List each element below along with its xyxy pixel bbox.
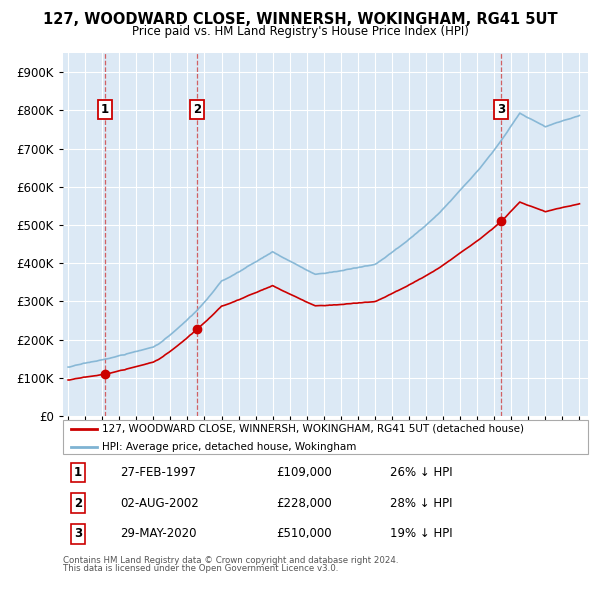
Text: Price paid vs. HM Land Registry's House Price Index (HPI): Price paid vs. HM Land Registry's House … bbox=[131, 25, 469, 38]
Text: 2: 2 bbox=[193, 103, 202, 116]
Text: 26% ↓ HPI: 26% ↓ HPI bbox=[390, 466, 452, 479]
Text: 02-AUG-2002: 02-AUG-2002 bbox=[120, 497, 199, 510]
Text: 29-MAY-2020: 29-MAY-2020 bbox=[120, 527, 197, 540]
Text: Contains HM Land Registry data © Crown copyright and database right 2024.: Contains HM Land Registry data © Crown c… bbox=[63, 556, 398, 565]
FancyBboxPatch shape bbox=[63, 420, 588, 454]
Text: HPI: Average price, detached house, Wokingham: HPI: Average price, detached house, Woki… bbox=[103, 442, 357, 452]
Text: 3: 3 bbox=[74, 527, 82, 540]
Text: 1: 1 bbox=[101, 103, 109, 116]
Text: 127, WOODWARD CLOSE, WINNERSH, WOKINGHAM, RG41 5UT: 127, WOODWARD CLOSE, WINNERSH, WOKINGHAM… bbox=[43, 12, 557, 27]
Text: £510,000: £510,000 bbox=[276, 527, 332, 540]
Text: This data is licensed under the Open Government Licence v3.0.: This data is licensed under the Open Gov… bbox=[63, 565, 338, 573]
Text: 127, WOODWARD CLOSE, WINNERSH, WOKINGHAM, RG41 5UT (detached house): 127, WOODWARD CLOSE, WINNERSH, WOKINGHAM… bbox=[103, 424, 524, 434]
Text: 3: 3 bbox=[497, 103, 505, 116]
Text: £228,000: £228,000 bbox=[276, 497, 332, 510]
Text: 27-FEB-1997: 27-FEB-1997 bbox=[120, 466, 196, 479]
Text: 28% ↓ HPI: 28% ↓ HPI bbox=[390, 497, 452, 510]
Text: 1: 1 bbox=[74, 466, 82, 479]
Text: £109,000: £109,000 bbox=[276, 466, 332, 479]
Text: 19% ↓ HPI: 19% ↓ HPI bbox=[390, 527, 452, 540]
Text: 2: 2 bbox=[74, 497, 82, 510]
